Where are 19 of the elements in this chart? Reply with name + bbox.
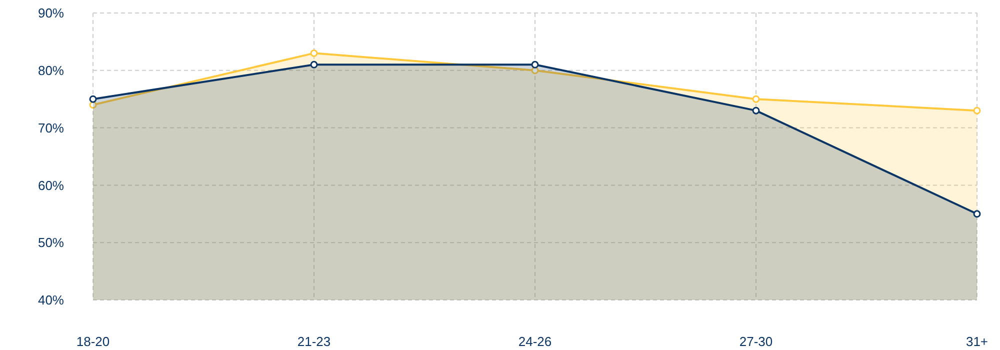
y-tick-label: 80% xyxy=(38,62,64,78)
x-tick-label: 27-30 xyxy=(739,334,773,349)
point xyxy=(89,95,97,103)
y-tick-label: 50% xyxy=(38,235,64,250)
y-tick-label: 40% xyxy=(38,292,64,308)
point xyxy=(973,106,981,114)
point xyxy=(531,60,539,68)
x-tick-label: 21-23 xyxy=(297,334,331,349)
x-tick-label: 31+ xyxy=(966,334,988,349)
point xyxy=(752,106,760,114)
y-tick-label: 70% xyxy=(38,120,64,136)
point xyxy=(973,210,981,218)
y-tick-label: 60% xyxy=(38,178,64,193)
point xyxy=(752,95,760,103)
y-tick-label: 90% xyxy=(38,6,64,21)
point xyxy=(310,49,318,57)
x-tick-label: 18-20 xyxy=(76,334,110,349)
x-tick-label: 24-26 xyxy=(518,334,552,349)
point xyxy=(310,60,318,68)
